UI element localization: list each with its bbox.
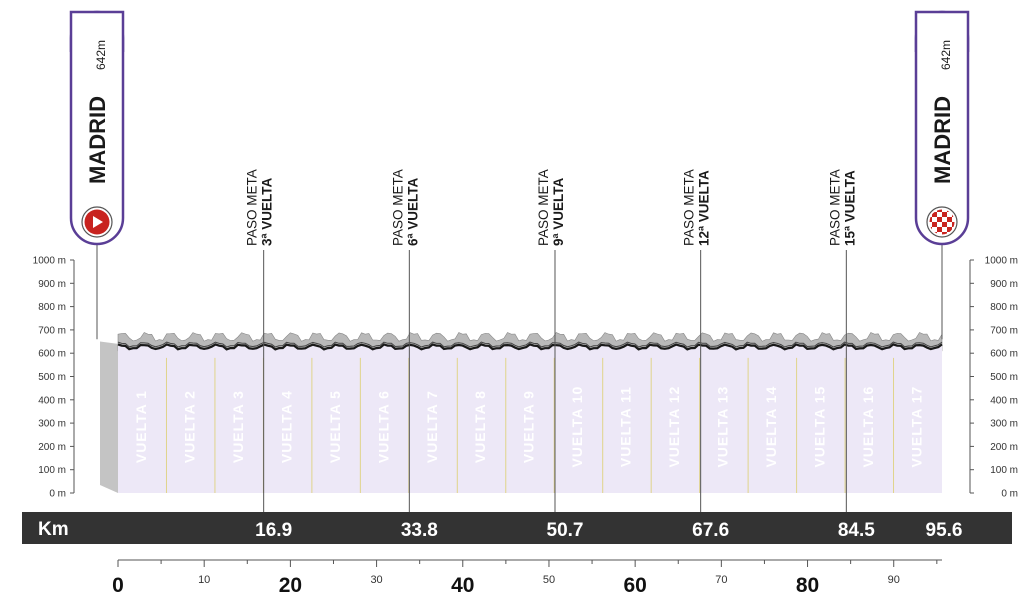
y-tick-label-left: 100 m xyxy=(38,465,66,476)
lap-label: VUELTA 10 xyxy=(569,386,585,468)
x-tick-label-minor: 30 xyxy=(370,574,382,586)
pass-label-line1: PASO META xyxy=(682,169,697,246)
pass-label-line2: 15ª VUELTA xyxy=(842,170,857,246)
road-line-shadow xyxy=(117,341,943,348)
x-tick-label-major: 60 xyxy=(623,574,646,597)
pass-label-line2: 12ª VUELTA xyxy=(697,170,712,246)
y-tick-label-left: 700 m xyxy=(38,325,66,336)
lap-label: VUELTA 8 xyxy=(472,390,488,463)
y-tick-label-right: 700 m xyxy=(990,325,1018,336)
lap-label: VUELTA 11 xyxy=(618,386,634,467)
profile-body xyxy=(100,332,943,493)
pass-label-line2: 3ª VUELTA xyxy=(260,177,275,246)
y-tick-label-right: 1000 m xyxy=(985,256,1018,267)
lap-label: VUELTA 15 xyxy=(812,386,828,468)
y-tick-label-right: 0 m xyxy=(1001,489,1018,500)
y-tick-label-left: 1000 m xyxy=(33,256,66,267)
x-tick-label-major: 40 xyxy=(451,574,474,597)
profile-side-wall xyxy=(100,341,118,493)
km-bar-label: 16.9 xyxy=(255,520,292,541)
y-tick-label-left: 600 m xyxy=(38,349,66,360)
km-bar-label: 33.8 xyxy=(401,520,438,541)
lap-label: VUELTA 3 xyxy=(230,390,246,463)
y-tick-label-right: 500 m xyxy=(990,372,1018,383)
y-tick-label-right: 100 m xyxy=(990,465,1018,476)
start-marker: MADRID 642m xyxy=(69,10,125,340)
km-bar-label: 50.7 xyxy=(547,520,584,541)
finish-marker: MADRID 642m xyxy=(914,10,970,340)
x-tick-label-major: 20 xyxy=(279,574,302,597)
y-tick-label-left: 200 m xyxy=(38,442,66,453)
y-tick-label-left: 400 m xyxy=(38,395,66,406)
pass-label-line1: PASO META xyxy=(245,169,260,246)
lap-label: VUELTA 12 xyxy=(666,386,682,468)
y-axes: 0 m 0 m 100 m 100 m 200 m 200 m 300 m 300 m 400 … xyxy=(33,256,1018,500)
km-bar-label: 84.5 xyxy=(838,520,875,541)
pass-label-line1: PASO META xyxy=(827,169,842,246)
finish-marker-elevation: 642m xyxy=(939,40,953,70)
lap-label: VUELTA 14 xyxy=(763,386,779,468)
y-tick-label-right: 800 m xyxy=(990,302,1018,313)
x-axis: 0 20 40 60 80 10 30 50 70 90 xyxy=(112,559,942,597)
start-marker-elevation: 642m xyxy=(94,40,108,70)
y-tick-label-left: 0 m xyxy=(49,489,66,500)
start-arrow-icon xyxy=(84,209,110,235)
km-bar-label: 67.6 xyxy=(692,520,729,541)
lap-label: VUELTA 9 xyxy=(521,390,537,463)
y-tick-label-right: 400 m xyxy=(990,395,1018,406)
y-tick-label-right: 600 m xyxy=(990,349,1018,360)
lap-label: VUELTA 2 xyxy=(181,390,197,463)
lap-label: VUELTA 16 xyxy=(860,386,876,468)
pass-label-line1: PASO META xyxy=(536,169,551,246)
finish-passes: PASO META 3ª VUELTA PASO META 6ª VUELTA PASO… xyxy=(245,169,857,517)
x-tick-label-major: 0 xyxy=(112,574,124,597)
x-tick-label-major: 80 xyxy=(796,574,819,597)
y-tick-label-left: 800 m xyxy=(38,302,66,313)
lap-label: VUELTA 7 xyxy=(424,390,440,463)
x-tick-label-minor: 50 xyxy=(543,574,555,586)
y-tick-label-right: 300 m xyxy=(990,419,1018,430)
lap-label: VUELTA 5 xyxy=(327,390,343,463)
lap-label: VUELTA 1 xyxy=(133,390,149,463)
km-bar: Km 16.9 33.8 50.7 67.6 84.5 95.6 xyxy=(22,512,1012,544)
finish-marker-city: MADRID xyxy=(930,96,955,184)
profile-fill xyxy=(118,344,942,493)
lap-label: VUELTA 6 xyxy=(375,390,391,463)
lap-label: VUELTA 13 xyxy=(715,386,731,468)
lap-label: VUELTA 17 xyxy=(908,386,924,468)
x-tick-label-minor: 70 xyxy=(715,574,727,586)
pass-label-line2: 9ª VUELTA xyxy=(551,177,566,246)
road-line xyxy=(117,343,943,351)
y-tick-label-right: 200 m xyxy=(990,442,1018,453)
start-marker-city: MADRID xyxy=(85,96,110,184)
x-tick-label-minor: 90 xyxy=(888,574,900,586)
laps: VUELTA 1 VUELTA 2 VUELTA 3 VUELTA 4 VUELTA 5… xyxy=(133,357,924,493)
y-tick-label-left: 500 m xyxy=(38,372,66,383)
y-tick-label-right: 900 m xyxy=(990,279,1018,290)
km-bar-background xyxy=(22,512,1012,544)
km-bar-title: Km xyxy=(38,519,69,540)
pass-label-line1: PASO META xyxy=(390,169,405,246)
x-tick-label-minor: 10 xyxy=(198,574,210,586)
pass-label-line2: 6ª VUELTA xyxy=(405,177,420,246)
y-tick-label-left: 300 m xyxy=(38,419,66,430)
lap-label: VUELTA 4 xyxy=(278,390,294,463)
y-tick-label-left: 900 m xyxy=(38,279,66,290)
km-bar-label: 95.6 xyxy=(926,520,963,541)
